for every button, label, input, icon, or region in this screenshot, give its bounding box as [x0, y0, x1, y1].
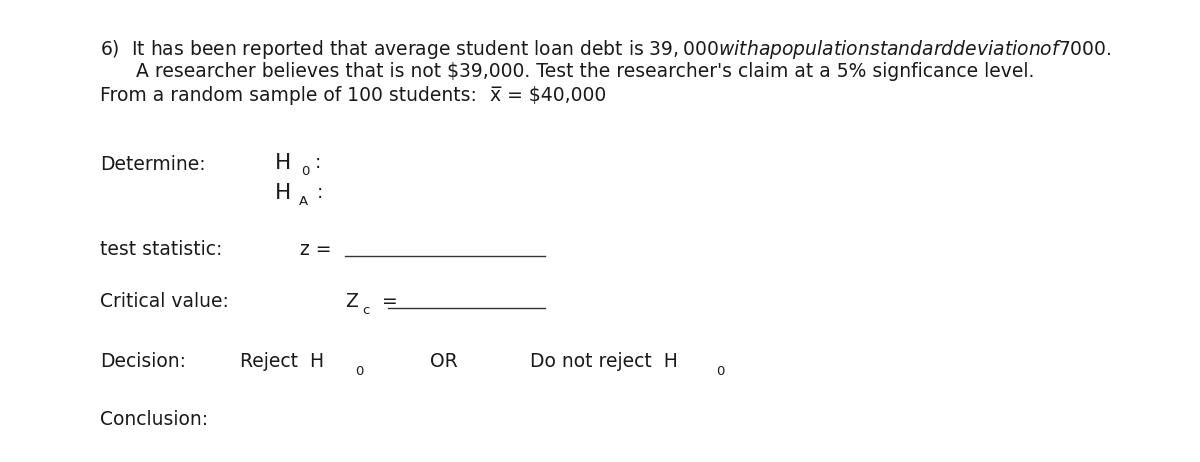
Text: 6)  It has been reported that average student loan debt is $39,000 with a popula: 6) It has been reported that average stu…: [100, 38, 1111, 61]
Text: Decision:: Decision:: [100, 352, 186, 371]
Text: Z: Z: [346, 292, 358, 311]
Text: x̅ = $40,000: x̅ = $40,000: [490, 86, 606, 105]
Text: test statistic:: test statistic:: [100, 240, 222, 259]
Text: A: A: [299, 195, 308, 208]
Text: Conclusion:: Conclusion:: [100, 410, 208, 429]
Text: 0: 0: [716, 365, 725, 378]
Text: OR: OR: [430, 352, 457, 371]
Text: A researcher believes that is not $39,000. Test the researcher's claim at a 5% s: A researcher believes that is not $39,00…: [100, 62, 1034, 81]
Text: From a random sample of 100 students:: From a random sample of 100 students:: [100, 86, 476, 105]
Text: H: H: [275, 153, 292, 173]
Text: :: :: [317, 183, 323, 202]
Text: :: :: [314, 153, 320, 172]
Text: Critical value:: Critical value:: [100, 292, 229, 311]
Text: 0: 0: [355, 365, 364, 378]
Text: Reject  H: Reject H: [240, 352, 324, 371]
Text: =: =: [377, 292, 398, 311]
Text: z =: z =: [300, 240, 337, 259]
Text: H: H: [275, 183, 292, 203]
Text: Do not reject  H: Do not reject H: [530, 352, 678, 371]
Text: Determine:: Determine:: [100, 155, 205, 174]
Text: c: c: [362, 304, 370, 316]
Text: 0: 0: [301, 164, 310, 177]
